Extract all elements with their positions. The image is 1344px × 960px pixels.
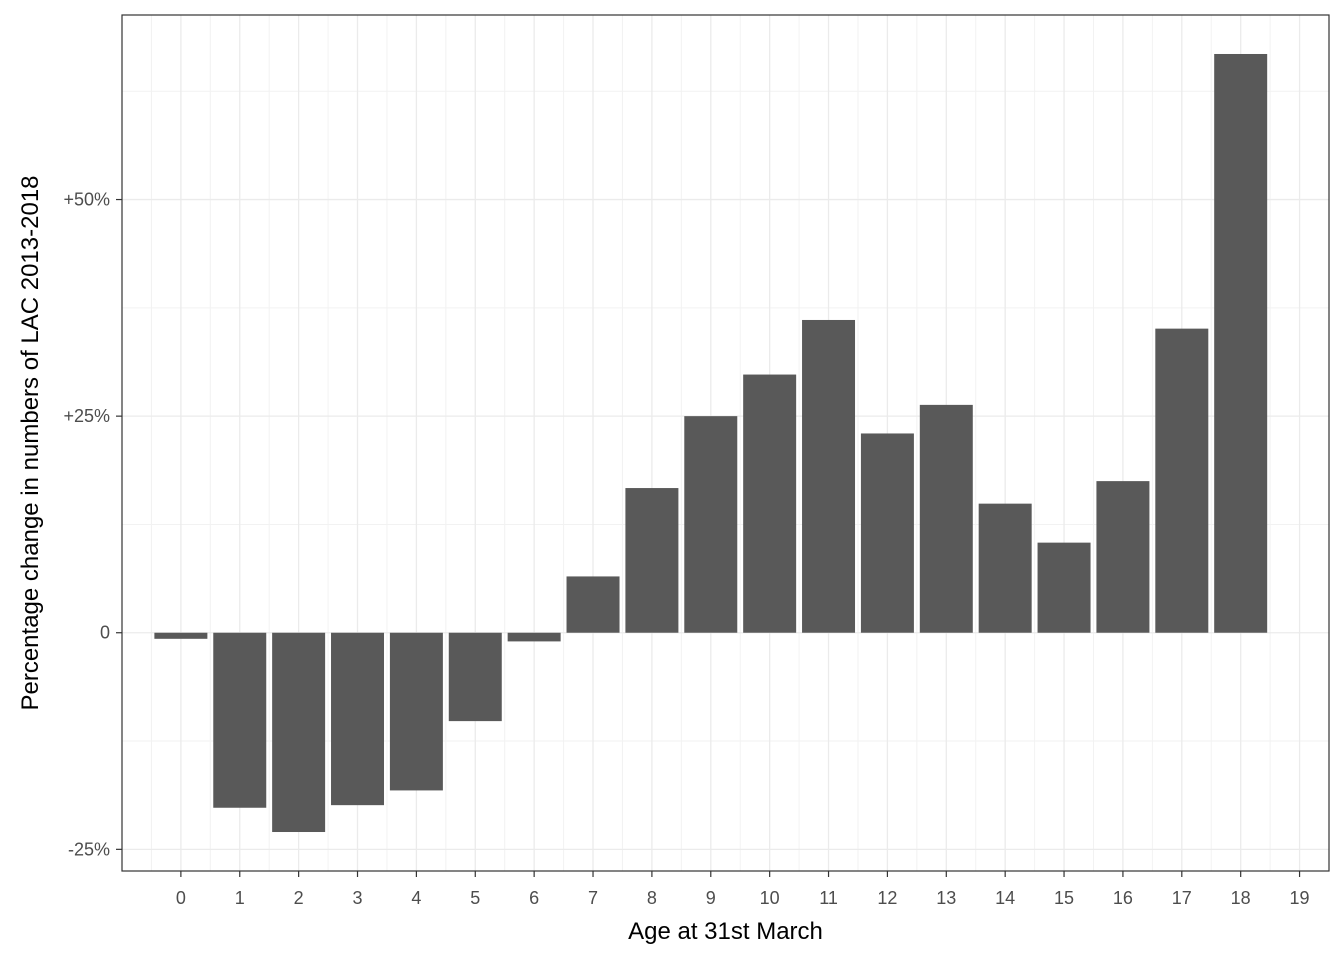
bar-age-0 <box>154 632 208 639</box>
x-tick-label: 0 <box>176 888 186 908</box>
x-tick-label: 1 <box>235 888 245 908</box>
x-tick-label: 11 <box>819 888 838 908</box>
x-tick-label: 13 <box>936 888 956 908</box>
y-tick-label: 0 <box>100 623 110 643</box>
bar-age-1 <box>213 632 267 808</box>
bar-age-12 <box>860 433 914 633</box>
bar-age-16 <box>1096 481 1150 633</box>
bar-age-15 <box>1037 542 1091 633</box>
x-tick-label: 10 <box>760 888 780 908</box>
bar-age-4 <box>389 632 443 791</box>
bar-age-17 <box>1155 328 1209 633</box>
y-axis: -25% 0 +25% +50% <box>63 190 122 859</box>
x-tick-label: 19 <box>1290 888 1310 908</box>
bar-age-8 <box>625 488 679 633</box>
x-tick-label: 15 <box>1054 888 1074 908</box>
bar-age-13 <box>919 404 973 633</box>
x-tick-label: 3 <box>353 888 363 908</box>
x-tick-label: 8 <box>647 888 657 908</box>
x-axis: 0 1 2 3 4 5 6 7 8 9 10 11 12 13 14 15 16 17 18 19 <box>176 871 1310 908</box>
x-tick-label: 2 <box>294 888 304 908</box>
x-tick-label: 6 <box>529 888 539 908</box>
bar-age-18 <box>1214 53 1268 633</box>
major-gridlines <box>122 15 1329 871</box>
x-tick-label: 7 <box>588 888 598 908</box>
bars <box>154 53 1268 833</box>
x-tick-label: 17 <box>1172 888 1192 908</box>
bar-age-7 <box>566 576 620 633</box>
x-axis-title: Age at 31st March <box>628 918 823 945</box>
x-tick-label: 14 <box>995 888 1015 908</box>
bar-age-2 <box>272 632 326 833</box>
bar-age-9 <box>684 416 738 633</box>
plot-panel-border <box>121 14 1330 872</box>
bar-age-11 <box>802 319 856 633</box>
bar-age-6 <box>507 632 561 642</box>
x-tick-label: 12 <box>877 888 897 908</box>
x-tick-label: 16 <box>1113 888 1133 908</box>
bar-age-3 <box>331 632 385 806</box>
x-tick-label: 5 <box>470 888 480 908</box>
y-axis-title: Percentage change in numbers of LAC 2013… <box>17 175 44 710</box>
bar-age-14 <box>978 503 1032 633</box>
bar-age-10 <box>743 374 797 633</box>
bar-age-5 <box>448 632 502 722</box>
y-tick-label: +50% <box>63 190 110 210</box>
x-tick-label: 4 <box>411 888 421 908</box>
y-tick-label: -25% <box>68 839 110 859</box>
minor-gridlines <box>122 15 1329 871</box>
x-tick-label: 18 <box>1231 888 1251 908</box>
y-tick-label: +25% <box>63 406 110 426</box>
x-tick-label: 9 <box>706 888 716 908</box>
